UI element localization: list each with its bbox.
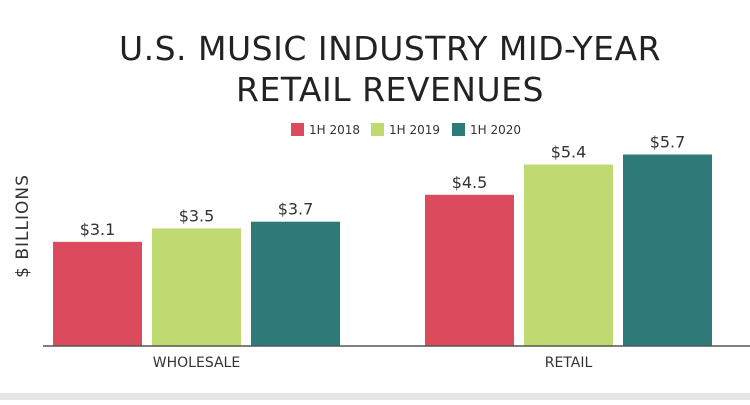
chart-title-line-2: RETAIL REVENUES xyxy=(236,70,544,109)
bar-retail-1 xyxy=(425,194,514,346)
value-label-wholesale-1: $3.1 xyxy=(80,220,116,239)
value-label-retail-1: $4.5 xyxy=(452,173,488,192)
legend-swatch-1 xyxy=(291,123,304,136)
bar-retail-2 xyxy=(524,164,613,346)
bar-retail-3 xyxy=(623,154,712,346)
bar-wholesale-2 xyxy=(152,228,241,346)
chart-title-line-1: U.S. MUSIC INDUSTRY MID-YEAR xyxy=(119,29,661,68)
y-axis-label: $ BILLIONS xyxy=(13,174,33,278)
value-label-retail-3: $5.7 xyxy=(650,132,686,151)
legend-label-3: 1H 2020 xyxy=(470,123,521,137)
legend-label-2: 1H 2019 xyxy=(389,123,440,137)
value-label-retail-2: $5.4 xyxy=(551,143,587,162)
bar-wholesale-1 xyxy=(53,241,142,346)
bar-wholesale-3 xyxy=(251,221,340,346)
legend: 1H 2018 1H 2019 1H 2020 xyxy=(291,123,521,137)
legend-swatch-2 xyxy=(371,123,384,136)
category-labels: WHOLESALE RETAIL xyxy=(153,355,593,371)
footer-strip xyxy=(0,393,750,400)
value-labels: $3.1 $3.5 $3.7 $4.5 $5.4 $5.7 xyxy=(80,132,686,238)
bars xyxy=(53,154,712,346)
category-label-retail: RETAIL xyxy=(545,355,593,371)
value-label-wholesale-2: $3.5 xyxy=(179,206,215,225)
legend-label-1: 1H 2018 xyxy=(309,123,360,137)
value-label-wholesale-3: $3.7 xyxy=(278,200,314,219)
category-label-wholesale: WHOLESALE xyxy=(153,355,240,371)
legend-swatch-3 xyxy=(452,123,465,136)
